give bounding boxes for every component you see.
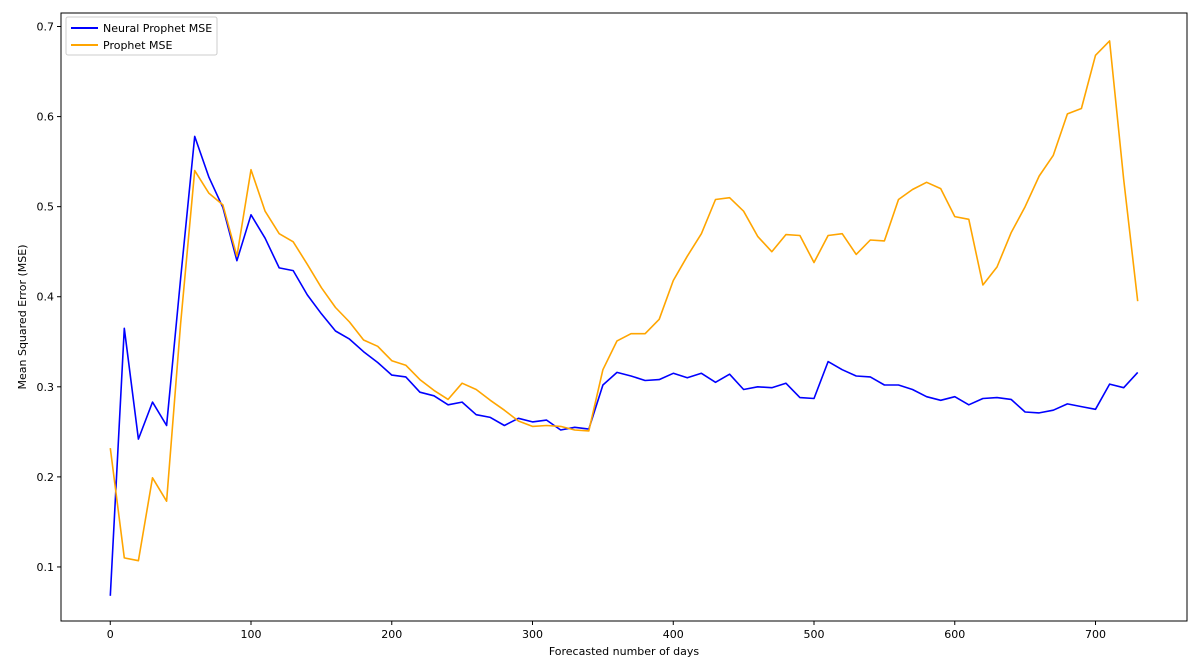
x-tick-label: 500 — [804, 628, 825, 641]
series-layer — [109, 40, 1139, 596]
y-tick-label: 0.5 — [37, 201, 55, 214]
y-tick-label: 0.2 — [37, 471, 55, 484]
y-tick-label: 0.7 — [37, 21, 55, 34]
series-line-neural-prophet — [109, 135, 1139, 596]
legend-box — [65, 16, 218, 56]
legend-label-neural-prophet: Neural Prophet MSE — [103, 22, 212, 35]
x-tick-label: 100 — [241, 628, 262, 641]
plot-frame — [60, 12, 1188, 622]
x-axis-title: Forecasted number of days — [549, 645, 700, 658]
y-tick-label: 0.1 — [37, 561, 55, 574]
x-tick-label: 700 — [1085, 628, 1106, 641]
x-tick-label: 600 — [944, 628, 965, 641]
y-axis-ticks: 0.1 0.2 0.3 0.4 0.5 0.6 0.7 — [37, 21, 61, 574]
y-tick-label: 0.4 — [37, 291, 55, 304]
x-tick-label: 300 — [522, 628, 543, 641]
x-tick-label: 200 — [381, 628, 402, 641]
x-tick-label: 0 — [107, 628, 114, 641]
x-tick-label: 400 — [663, 628, 684, 641]
series-line-prophet — [109, 40, 1139, 562]
y-tick-label: 0.6 — [37, 111, 55, 124]
legend: Neural Prophet MSE Prophet MSE — [65, 16, 218, 56]
y-axis-title: Mean Squared Error (MSE) — [16, 245, 29, 390]
x-axis-ticks: 0 100 200 300 400 500 600 700 — [107, 621, 1106, 641]
y-tick-label: 0.3 — [37, 381, 55, 394]
legend-label-prophet: Prophet MSE — [103, 39, 172, 52]
